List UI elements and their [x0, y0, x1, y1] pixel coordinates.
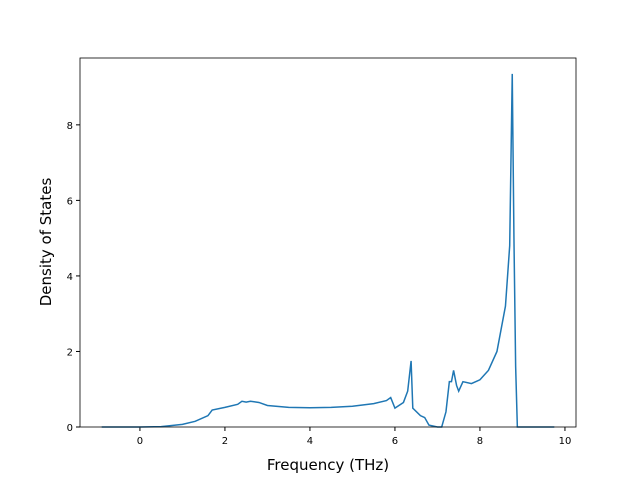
y-tick-label: 2 [67, 347, 73, 358]
x-tick-label: 4 [307, 436, 313, 447]
x-tick-label: 0 [137, 436, 143, 447]
x-tick-label: 6 [392, 436, 398, 447]
x-tick-label: 2 [222, 436, 228, 447]
x-tick-label: 8 [477, 436, 483, 447]
y-tick-label: 4 [67, 272, 73, 283]
x-axis-label: Frequency (THz) [267, 456, 389, 474]
plot-frame [79, 57, 577, 428]
data-line [101, 73, 555, 428]
x-tick-label: 10 [559, 436, 572, 447]
y-tick-label: 0 [67, 423, 73, 434]
y-axis-label: Density of States [37, 178, 55, 307]
y-tick-label: 6 [67, 196, 73, 207]
y-tick-label: 8 [67, 121, 73, 132]
